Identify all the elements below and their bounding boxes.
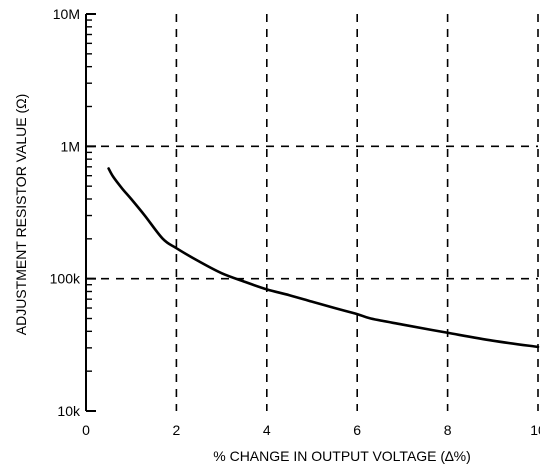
y-tick-label: 10k <box>57 403 81 419</box>
y-axis-label: ADJUSTMENT RESISTOR VALUE (Ω) <box>13 94 29 336</box>
tick-labels: 10k 100k 1M 10M 0 2 4 6 8 10 <box>50 6 540 438</box>
x-tick-label: 10 <box>530 422 540 438</box>
x-axis-label: % CHANGE IN OUTPUT VOLTAGE (∆%) <box>213 448 470 464</box>
y-tick-label: 10M <box>53 6 80 22</box>
x-tick-label: 4 <box>263 422 271 438</box>
grid-lines <box>86 14 539 411</box>
x-tick-label: 6 <box>353 422 361 438</box>
x-tick-label: 0 <box>82 422 90 438</box>
axis-ticks <box>86 13 96 412</box>
series-line <box>107 167 540 349</box>
series-lines <box>107 167 540 349</box>
x-tick-label: 2 <box>173 422 181 438</box>
y-tick-label: 100k <box>50 271 81 287</box>
y-tick-label: 1M <box>61 138 80 154</box>
x-tick-label: 8 <box>444 422 452 438</box>
